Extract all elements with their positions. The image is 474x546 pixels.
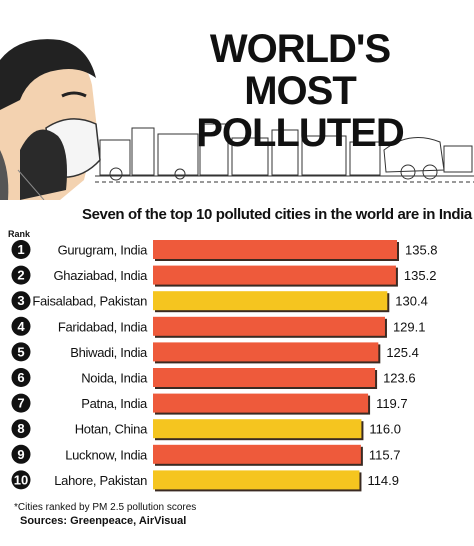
rank-number: 6 [17, 370, 24, 385]
cityscape-illustration [95, 123, 474, 183]
bar [153, 265, 396, 285]
rank-number: 3 [17, 293, 24, 308]
category-label: Lucknow, India [65, 447, 148, 462]
man-with-mask-illustration [0, 39, 101, 200]
rank-number: 1 [17, 242, 24, 257]
data-label: 125.4 [386, 345, 419, 360]
category-label: Lahore, Pakistan [54, 473, 147, 488]
category-label: Hotan, China [75, 422, 148, 437]
rank-number: 4 [17, 319, 25, 334]
data-label: 129.1 [393, 319, 426, 334]
bar [153, 470, 360, 490]
bar [153, 316, 385, 336]
data-label: 123.6 [383, 371, 416, 386]
rank-number: 5 [17, 344, 24, 359]
chart-title: WORLD'S MOST POLLUTED [196, 27, 405, 155]
chart-footnote: *Cities ranked by PM 2.5 pollution score… [14, 502, 197, 513]
data-label: 119.7 [376, 396, 408, 411]
rank-circle [11, 342, 31, 362]
category-label: Bhiwadi, India [70, 345, 148, 360]
rank-circle [11, 393, 31, 413]
category-label: Patna, India [81, 396, 148, 411]
rank-number: 7 [17, 396, 24, 411]
data-label: 116.0 [369, 422, 401, 437]
chart-subtitle: Seven of the top 10 polluted cities in t… [82, 206, 472, 223]
category-label: Ghaziabad, India [54, 268, 149, 283]
bar [153, 240, 397, 259]
rank-circle [11, 240, 31, 259]
bar [153, 342, 379, 362]
rank-number: 9 [17, 447, 24, 462]
category-label: Gurugram, India [58, 243, 149, 258]
bar [153, 368, 376, 387]
bar [153, 291, 388, 311]
category-label: Noida, India [81, 371, 148, 386]
data-label: 115.7 [369, 447, 401, 462]
rank-circle [11, 444, 31, 464]
category-label: Faridabad, India [58, 319, 148, 334]
data-label: 135.2 [404, 268, 437, 283]
chart-sources: Sources: Greenpeace, AirVisual [20, 515, 187, 527]
illustration [0, 39, 474, 200]
rank-circle [11, 419, 31, 439]
rank-number: 8 [17, 421, 24, 436]
rank-circle [11, 316, 31, 336]
rank-number: 10 [14, 472, 28, 487]
rank-circle [11, 291, 31, 311]
bar [153, 419, 362, 439]
bar [153, 444, 361, 464]
bar [153, 393, 369, 413]
rank-circle [11, 368, 31, 387]
rank-column-label: Rank [8, 229, 31, 239]
data-label: 114.9 [367, 473, 399, 488]
data-label: 135.8 [405, 243, 438, 258]
bar-chart: 1 Gurugram, India 135.8 2 Ghaziabad, India 13… [11, 240, 438, 492]
category-label: Faisalabad, Pakistan [32, 294, 147, 309]
rank-circle [11, 265, 31, 285]
data-label: 130.4 [395, 294, 428, 309]
rank-number: 2 [17, 268, 24, 283]
rank-circle [11, 470, 31, 490]
